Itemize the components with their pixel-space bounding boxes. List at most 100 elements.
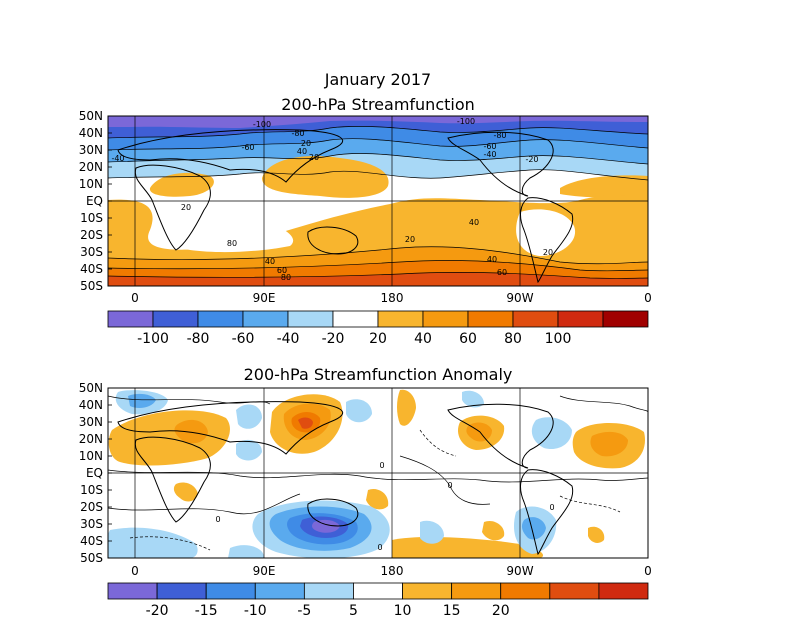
colorbar-label: 15 <box>443 603 461 618</box>
anom-neg-samerica-2 <box>521 517 546 540</box>
lon-tick-label: 90W <box>506 291 533 305</box>
panel1-lat-labels: 50N 40N 30N 20N 10N EQ 10S 20S 30S 40S 50S <box>79 109 112 293</box>
p1-contour-label: 40 <box>297 147 307 156</box>
colorbar-swatch <box>467 310 514 328</box>
lat-tick-label: 50S <box>80 551 103 565</box>
lat-tick-label: 10S <box>80 483 103 497</box>
p1-contour-label: -80 <box>291 129 304 138</box>
anom-neg-sind <box>228 545 264 558</box>
psi-band-pos80 <box>108 272 648 286</box>
colorbar-swatch <box>377 310 424 328</box>
colorbar-swatch <box>512 310 559 328</box>
panel2-title: 200-hPa Streamfunction Anomaly <box>244 365 513 384</box>
colorbar-label: -80 <box>187 331 210 347</box>
colorbar-label: 60 <box>459 331 477 347</box>
lon-tick-label: 180 <box>381 291 404 305</box>
colorbar-swatch <box>402 582 453 600</box>
p2-contour-label: 0 <box>215 515 220 524</box>
p1-contour-label: 60 <box>277 266 287 275</box>
psi-band-neg100 <box>108 116 648 128</box>
colorbar-label: 100 <box>545 331 572 347</box>
p1-contour-label: -100 <box>457 117 475 126</box>
colorbar-swatch <box>549 582 600 600</box>
colorbar-label: 20 <box>369 331 387 347</box>
p1-contour-label: 20 <box>301 139 311 148</box>
p1-contour-label: 80 <box>227 239 237 248</box>
colorbar-swatch <box>557 310 604 328</box>
lon-tick-label: 0 <box>131 564 139 578</box>
p2-contour-label: 0 <box>379 461 384 470</box>
lat-tick-label: 20S <box>80 500 103 514</box>
colorbar-label: 5 <box>349 603 358 618</box>
p1-contour-label: 40 <box>265 257 275 266</box>
p1-contour-label: -100 <box>253 120 271 129</box>
colorbar-label: -20 <box>146 603 169 618</box>
lon-tick-label: 90E <box>253 291 276 305</box>
colorbar-swatch <box>598 582 649 600</box>
colorbar-swatch <box>353 582 403 600</box>
lat-tick-label: 20S <box>80 228 103 242</box>
lat-tick-label: 10N <box>79 449 103 463</box>
colorbar-swatch <box>197 310 244 328</box>
anom-pos-africa-core <box>174 419 208 444</box>
lat-tick-label: 20N <box>79 432 103 446</box>
panel2-gridlines <box>108 388 648 558</box>
colorbar-swatch <box>500 582 551 600</box>
anom-neg-australia-core <box>312 519 340 533</box>
p1-contour-label: 20 <box>543 248 553 257</box>
colorbar-swatch <box>602 310 649 328</box>
coastline-south-america <box>520 197 574 283</box>
panel1-gridlines <box>108 116 648 286</box>
p1-contour-label: -60 <box>483 142 496 151</box>
lon-tick-label: 0 <box>131 291 139 305</box>
colorbar-label: -60 <box>232 331 255 347</box>
coastline-eurasia <box>117 129 344 183</box>
p1-contour-label: -60 <box>241 143 254 152</box>
lon-tick-label: 180 <box>381 564 404 578</box>
anom-neg-atlantic <box>531 417 572 450</box>
anom-pos-asia-4 <box>298 417 313 429</box>
colorbar-label: 20 <box>492 603 510 618</box>
colorbar-swatch <box>451 582 502 600</box>
colorbar-swatch <box>303 582 354 600</box>
anom-neg-spac <box>420 520 444 544</box>
coastline-africa <box>134 164 211 251</box>
lon-tick-label: 0 <box>644 564 652 578</box>
colorbar-label: 80 <box>504 331 522 347</box>
panel2-colorbar: -20 -15 -10 -5 5 10 15 20 <box>107 582 649 618</box>
colorbar-label: 10 <box>394 603 412 618</box>
coastline-australia <box>307 226 359 255</box>
colorbar-label: -40 <box>277 331 300 347</box>
colorbar-swatch <box>254 582 305 600</box>
panel1-colorbar: -100 -80 -60 -40 -20 20 40 60 80 100 <box>107 310 649 347</box>
panel1-lon-labels: 0 90E 180 90W 0 <box>131 291 652 305</box>
lon-tick-label: 90W <box>506 564 533 578</box>
anom-neg-hawaii <box>462 390 484 408</box>
p1-contour-label: 40 <box>487 255 497 264</box>
p1-contour-label: 20 <box>405 235 415 244</box>
colorbar-label: -10 <box>244 603 267 618</box>
anom-pos-satl <box>588 526 605 543</box>
anom-neg-npac <box>346 399 372 423</box>
p2-contour-label: 0 <box>377 543 382 552</box>
lat-tick-label: 30S <box>80 245 103 259</box>
colorbar-label: 40 <box>414 331 432 347</box>
p1-contour-label: -40 <box>483 150 496 159</box>
colorbar-swatch <box>287 310 334 328</box>
colorbar-label: -5 <box>297 603 311 618</box>
anom-pos-atl-2 <box>590 431 628 457</box>
colorbar-swatch <box>422 310 469 328</box>
p2-contour-label: 0 <box>549 503 554 512</box>
coastline-south-america <box>520 469 574 555</box>
p1-contour-label: -80 <box>493 131 506 140</box>
colorbar-swatch <box>205 582 256 600</box>
lat-tick-label: 30S <box>80 517 103 531</box>
p1-contour-label: 20 <box>181 203 191 212</box>
anom-pos-spac <box>482 520 505 541</box>
colorbar-swatch <box>152 310 199 328</box>
lat-tick-label: 10S <box>80 211 103 225</box>
lat-tick-label: 10N <box>79 177 103 191</box>
colorbar-swatch <box>242 310 289 328</box>
p1-contour-label: -20 <box>525 155 538 164</box>
colorbar-swatch <box>156 582 207 600</box>
